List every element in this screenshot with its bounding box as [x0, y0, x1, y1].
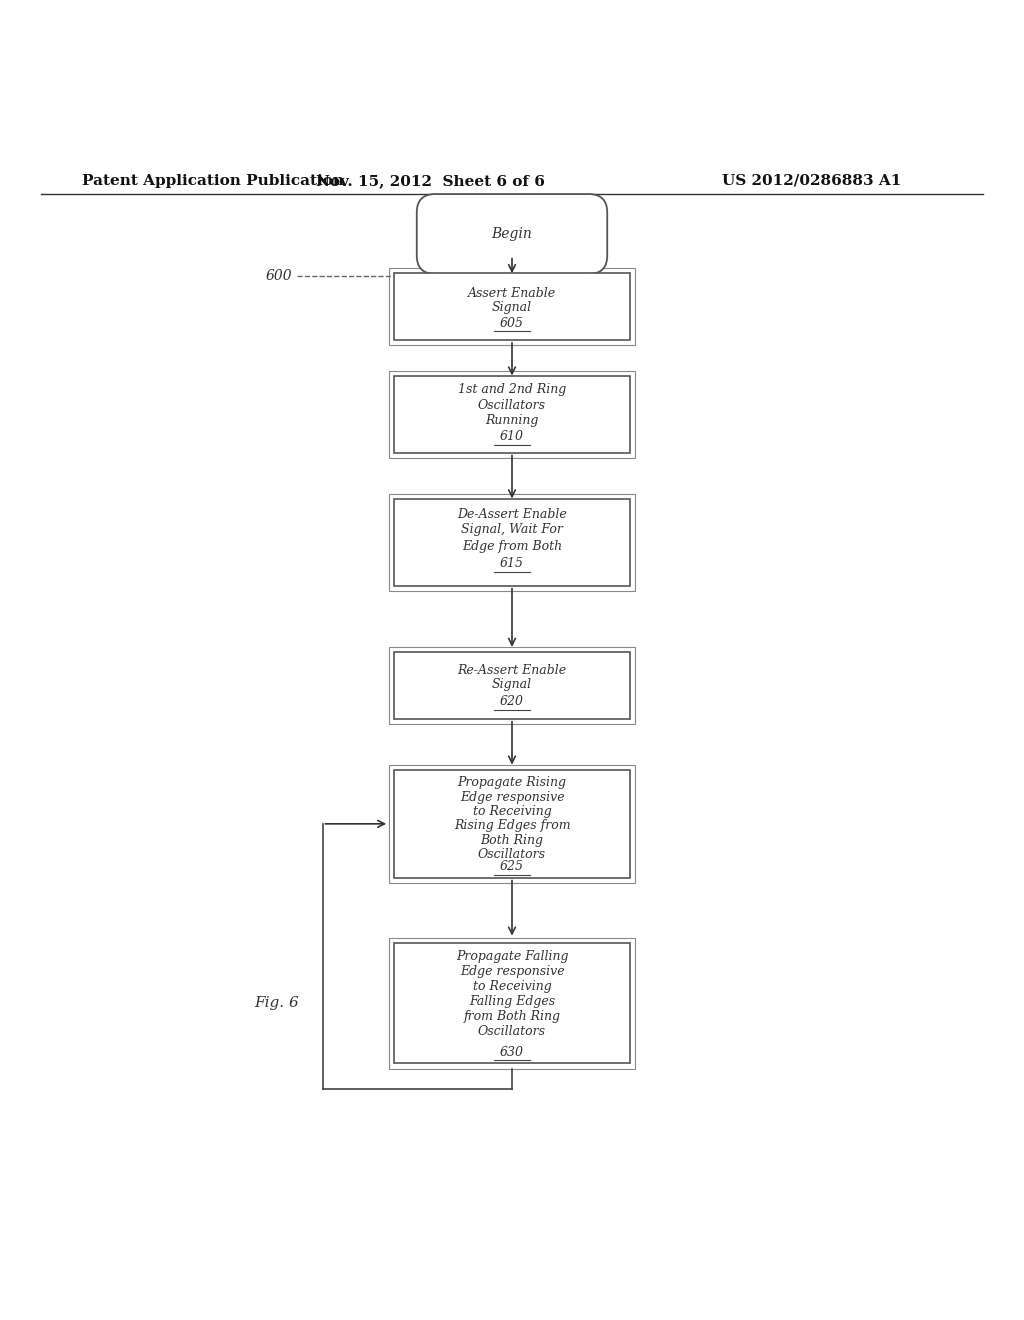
Text: to Receiving: to Receiving [473, 979, 551, 993]
Text: Nov. 15, 2012  Sheet 6 of 6: Nov. 15, 2012 Sheet 6 of 6 [315, 174, 545, 187]
Text: Begin: Begin [492, 227, 532, 242]
Bar [394, 652, 630, 719]
Text: Edge responsive: Edge responsive [460, 791, 564, 804]
Text: 1st and 2nd Ring: 1st and 2nd Ring [458, 383, 566, 396]
Bar [389, 494, 635, 591]
Bar [394, 376, 630, 453]
Text: Rising Edges from: Rising Edges from [454, 820, 570, 833]
Bar [389, 647, 635, 723]
Text: Propagate Rising: Propagate Rising [458, 776, 566, 789]
Text: 610: 610 [500, 430, 524, 444]
Text: Signal, Wait For: Signal, Wait For [461, 524, 563, 536]
Text: US 2012/0286883 A1: US 2012/0286883 A1 [722, 174, 901, 187]
Text: De-Assert Enable: De-Assert Enable [457, 508, 567, 521]
Text: from Both Ring: from Both Ring [464, 1010, 560, 1023]
Text: 625: 625 [500, 861, 524, 874]
Bar [389, 268, 635, 345]
Text: Signal: Signal [492, 678, 532, 692]
Text: Both Ring: Both Ring [480, 834, 544, 847]
Text: Oscillators: Oscillators [478, 849, 546, 861]
Text: to Receiving: to Receiving [473, 805, 551, 818]
FancyBboxPatch shape [417, 194, 607, 275]
Text: Fig. 6: Fig. 6 [254, 997, 299, 1010]
Bar [389, 937, 635, 1069]
Bar [389, 371, 635, 458]
Text: Running: Running [485, 414, 539, 426]
Text: 630: 630 [500, 1045, 524, 1059]
Bar [389, 766, 635, 883]
Text: Edge responsive: Edge responsive [460, 965, 564, 978]
Bar [394, 770, 630, 878]
Text: Falling Edges: Falling Edges [469, 995, 555, 1008]
Text: Signal: Signal [492, 301, 532, 314]
Text: 600: 600 [265, 269, 292, 282]
Text: Oscillators: Oscillators [478, 1026, 546, 1039]
Text: Assert Enable: Assert Enable [468, 286, 556, 300]
Text: Re-Assert Enable: Re-Assert Enable [458, 664, 566, 677]
Text: 605: 605 [500, 317, 524, 330]
Bar [394, 942, 630, 1064]
Text: Patent Application Publication: Patent Application Publication [82, 174, 344, 187]
Text: 615: 615 [500, 557, 524, 570]
Text: Oscillators: Oscillators [478, 399, 546, 412]
Bar [394, 273, 630, 341]
Bar [394, 499, 630, 586]
Text: Edge from Both: Edge from Both [462, 540, 562, 553]
Text: Propagate Falling: Propagate Falling [456, 949, 568, 962]
Text: 620: 620 [500, 696, 524, 709]
